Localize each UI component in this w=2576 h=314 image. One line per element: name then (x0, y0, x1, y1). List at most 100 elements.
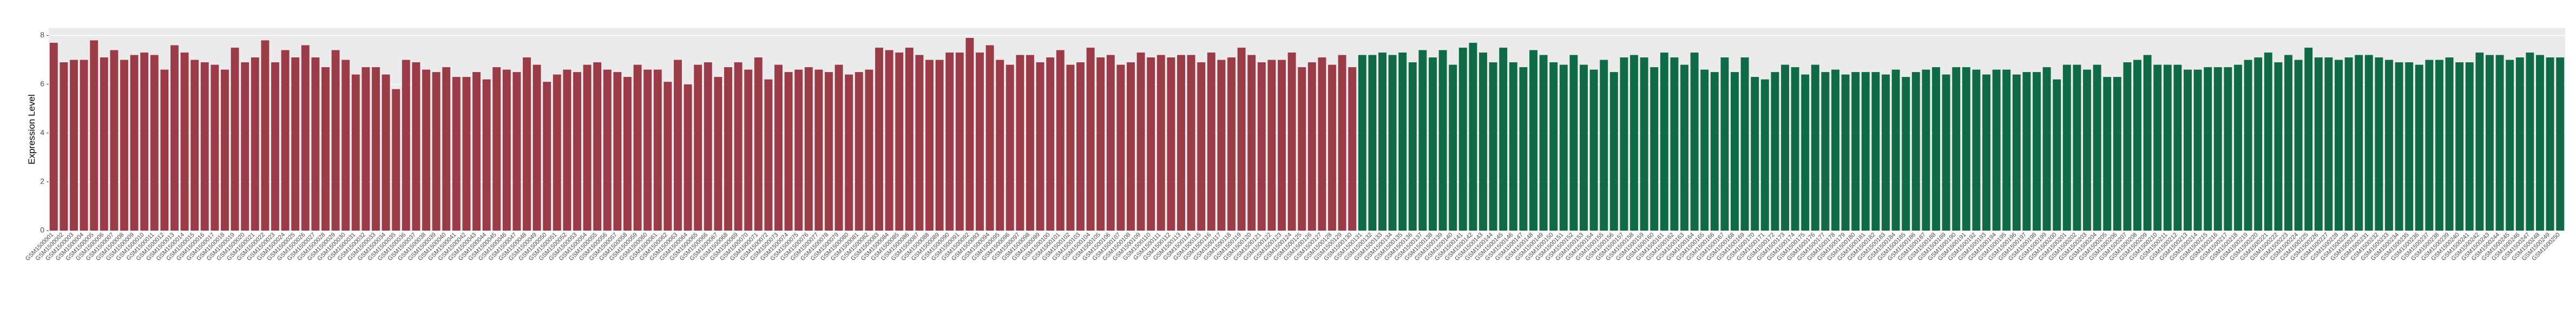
bar (2324, 57, 2333, 231)
bar (231, 48, 239, 231)
bar (573, 72, 581, 231)
bar (2526, 53, 2534, 231)
bar (321, 67, 330, 231)
bar (2465, 62, 2474, 231)
bar (834, 64, 843, 231)
bar (583, 64, 592, 231)
bar (1338, 55, 1346, 231)
bar (1851, 72, 1860, 231)
bar (1006, 64, 1014, 231)
bar (865, 69, 873, 231)
bar (341, 60, 350, 231)
bar (965, 38, 974, 231)
bar (422, 69, 430, 231)
bar (291, 57, 300, 231)
bar (1760, 79, 1769, 231)
bar (281, 50, 290, 231)
bar (2506, 60, 2514, 231)
bar (1197, 62, 1206, 231)
bar (2103, 77, 2112, 231)
bar (100, 57, 108, 231)
bar (1056, 50, 1064, 231)
bar (472, 72, 481, 231)
bar (1267, 60, 1276, 231)
bar (2224, 67, 2232, 231)
bar (724, 67, 732, 231)
bar (1026, 55, 1034, 231)
bar (130, 55, 139, 231)
bar (2073, 64, 2081, 231)
bar (2546, 57, 2554, 231)
bar (895, 53, 904, 231)
bar (1408, 62, 1417, 231)
bar (1378, 53, 1386, 231)
bar (1801, 74, 1810, 231)
bar (1821, 72, 1830, 231)
y-tick-label: 8 (40, 30, 44, 39)
bar (241, 62, 249, 231)
bar (2153, 64, 2162, 231)
bar (2536, 55, 2544, 231)
bar (1811, 64, 1819, 231)
bar (70, 60, 78, 231)
bar (1589, 69, 1598, 231)
bar (915, 55, 924, 231)
bar (482, 79, 491, 231)
bar (1972, 69, 1981, 231)
bar (60, 62, 68, 231)
bar (976, 53, 984, 231)
bar (2294, 60, 2303, 231)
bar (1771, 72, 1779, 231)
bar (160, 69, 169, 231)
bar (1529, 50, 1537, 231)
bar (2173, 64, 2182, 231)
bar (412, 62, 420, 231)
bar (925, 60, 934, 231)
bar (362, 67, 370, 231)
bar (2184, 69, 2192, 231)
bar (2033, 72, 2041, 231)
bar (1841, 74, 1850, 231)
bar (2355, 55, 2363, 231)
bar (794, 69, 803, 231)
bar (1720, 57, 1729, 231)
bar (1167, 57, 1175, 231)
bar (49, 43, 58, 231)
bar (623, 77, 632, 231)
y-tick-label: 6 (40, 79, 44, 88)
bar (1328, 64, 1336, 231)
bar (2204, 67, 2212, 231)
bar (1640, 57, 1648, 231)
bar (1187, 55, 1195, 231)
bar (1287, 53, 1296, 231)
bar (2163, 64, 2172, 231)
bar (2425, 60, 2434, 231)
bar (1136, 53, 1145, 231)
bar (200, 62, 209, 231)
bar (1630, 55, 1638, 231)
bar (1076, 62, 1085, 231)
bar (1740, 57, 1749, 231)
bar (674, 60, 682, 231)
bar (1559, 64, 1568, 231)
y-tick-label: 0 (40, 226, 44, 234)
bar (442, 67, 451, 231)
bar (804, 67, 813, 231)
bar (301, 45, 310, 231)
bar (633, 64, 642, 231)
bar (221, 69, 229, 231)
bar (1982, 74, 1990, 231)
bar (1458, 48, 1467, 231)
bar (1398, 53, 1407, 231)
bar (1710, 72, 1719, 231)
bar (140, 53, 149, 231)
bar (1127, 62, 1135, 231)
bar (643, 69, 652, 231)
bar (311, 57, 320, 231)
bar (663, 82, 672, 231)
bar (2335, 60, 2343, 231)
bar (1247, 55, 1256, 231)
bar (2113, 77, 2121, 231)
bar (1569, 55, 1578, 231)
bar (1429, 57, 1437, 231)
